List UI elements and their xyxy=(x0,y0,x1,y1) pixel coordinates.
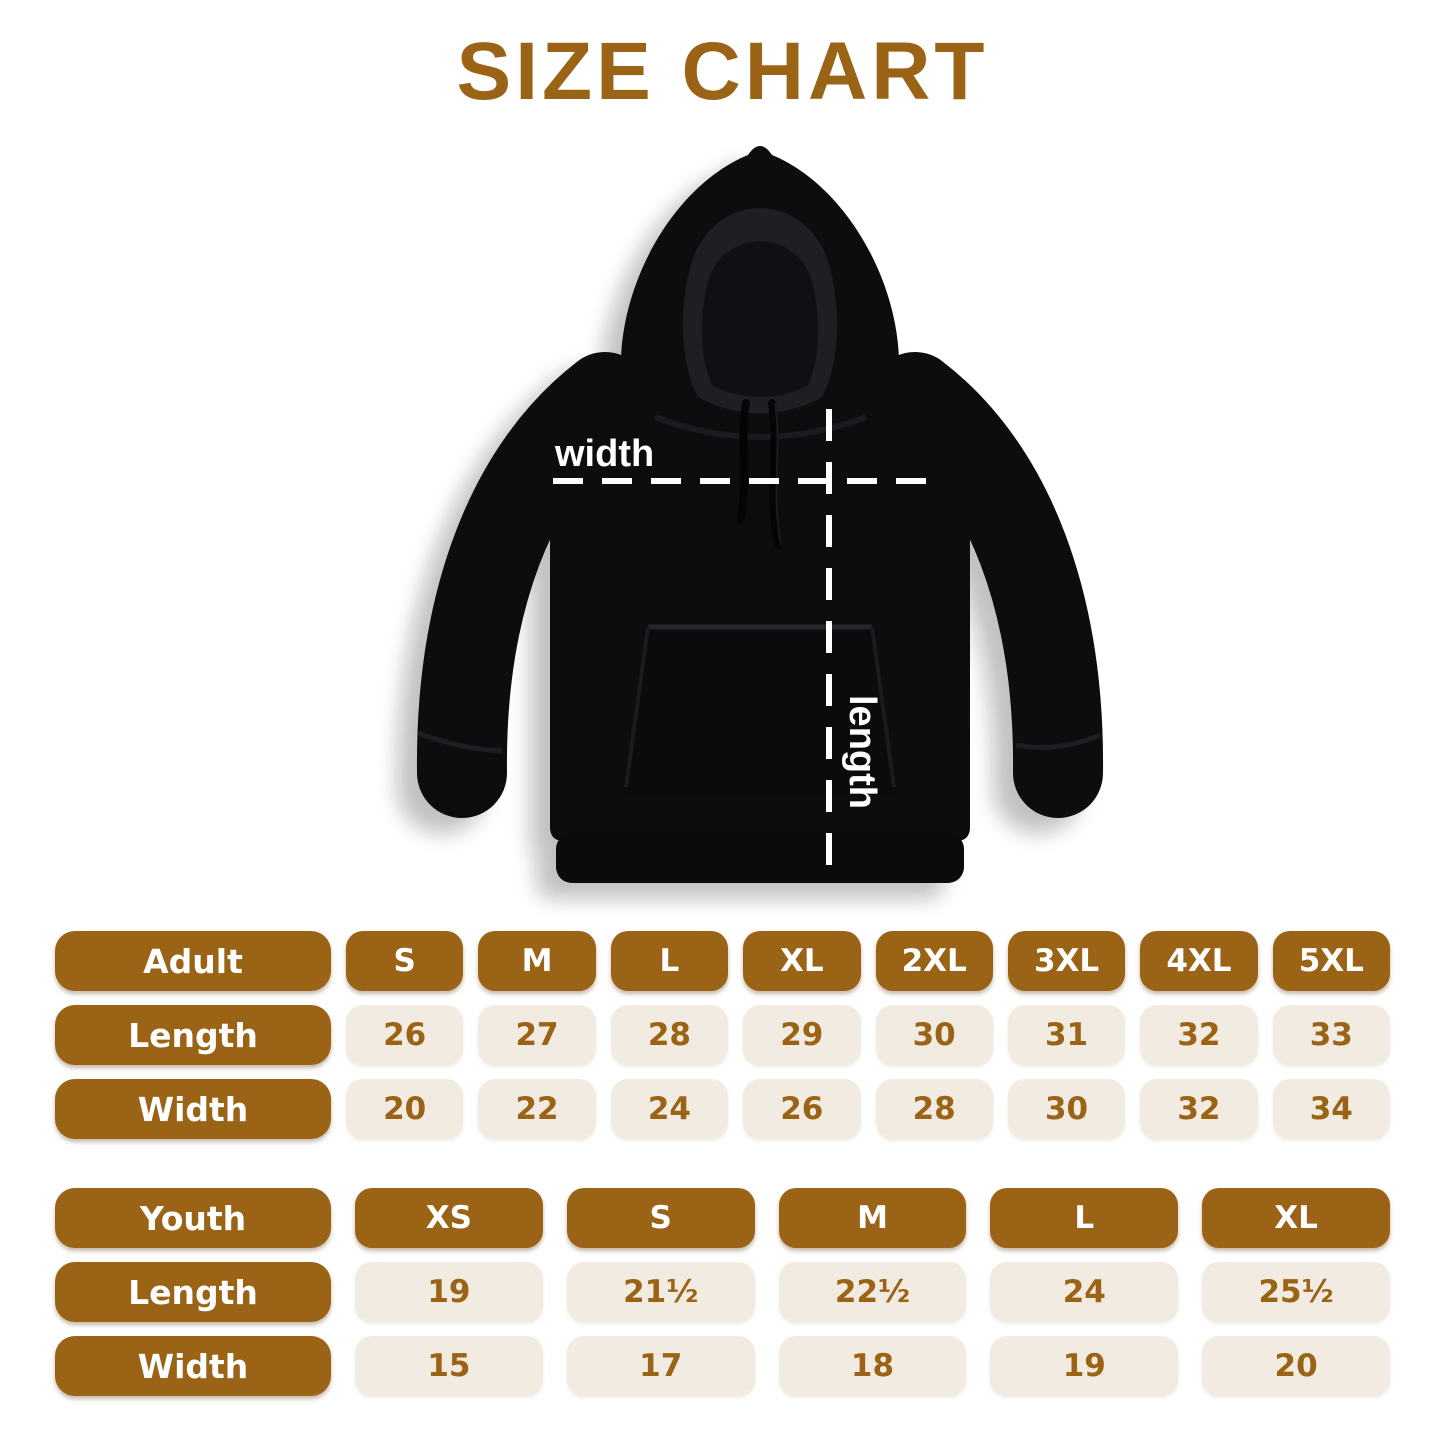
size-value-cell: 24 xyxy=(610,1079,729,1139)
left-cuff xyxy=(417,730,503,754)
drawstring-right xyxy=(768,399,782,549)
size-value-cell: 31 xyxy=(1007,1005,1126,1065)
size-header-pill: M xyxy=(778,1188,967,1248)
row-label-pill: Width xyxy=(55,1336,331,1396)
size-header-pill: M xyxy=(478,931,596,991)
row-label-pill: Length xyxy=(55,1262,331,1322)
size-value-cell: 18 xyxy=(778,1336,967,1396)
pocket-left-seam xyxy=(624,626,650,788)
drawstring-right-highlight xyxy=(774,402,782,546)
size-value-cell: 19 xyxy=(355,1262,543,1322)
right-cuff xyxy=(1015,732,1101,750)
size-value-cell: 20 xyxy=(1202,1336,1390,1396)
size-value-cell: 15 xyxy=(355,1336,543,1396)
size-header-pill: 5XL xyxy=(1272,931,1390,991)
size-value-cell: 27 xyxy=(478,1005,596,1065)
table-category-pill: Youth xyxy=(55,1188,331,1248)
size-header-pill: 2XL xyxy=(875,931,993,991)
neck-seam xyxy=(653,414,868,440)
size-value-cell: 22 xyxy=(478,1079,596,1139)
size-value-cell: 34 xyxy=(1272,1079,1390,1139)
size-header-pill: XS xyxy=(355,1188,543,1248)
length-label: length xyxy=(841,695,883,809)
size-header-pill: L xyxy=(610,931,729,991)
size-value-cell: 30 xyxy=(1007,1079,1126,1139)
row-label-pill: Width xyxy=(55,1079,331,1139)
size-value-cell: 25½ xyxy=(1202,1262,1390,1322)
drawstring-left xyxy=(737,399,750,524)
size-value-cell: 24 xyxy=(990,1262,1179,1322)
size-header-pill: XL xyxy=(1202,1188,1390,1248)
size-value-cell: 19 xyxy=(990,1336,1179,1396)
size-value-cell: 32 xyxy=(1140,1079,1258,1139)
size-header-pill: XL xyxy=(743,931,861,991)
size-value-cell: 32 xyxy=(1140,1005,1258,1065)
adult-size-table: Adult S M L XL 2XL 3XL 4XL 5XL Length 26 27 28 29 30 31… xyxy=(55,931,1390,1139)
hoodie-graphic: width length xyxy=(150,135,1295,950)
size-value-cell: 26 xyxy=(743,1079,861,1139)
size-header-pill: 4XL xyxy=(1140,931,1258,991)
size-value-cell: 29 xyxy=(743,1005,861,1065)
size-value-cell: 20 xyxy=(346,1079,464,1139)
page-title: SIZE CHART xyxy=(456,26,989,117)
size-header-pill: 3XL xyxy=(1007,931,1126,991)
size-value-cell: 26 xyxy=(346,1005,464,1065)
size-value-cell: 21½ xyxy=(566,1262,755,1322)
size-value-cell: 22½ xyxy=(778,1262,967,1322)
size-header-pill: S xyxy=(566,1188,755,1248)
size-header-pill: S xyxy=(346,931,464,991)
size-value-cell: 28 xyxy=(610,1005,729,1065)
row-label-pill: Length xyxy=(55,1005,331,1065)
size-value-cell: 28 xyxy=(875,1079,993,1139)
hood-opening-inner xyxy=(701,241,819,397)
size-value-cell: 17 xyxy=(566,1336,755,1396)
table-category-pill: Adult xyxy=(55,931,331,991)
hoodie-diagram: width length xyxy=(150,135,1295,950)
size-value-cell: 30 xyxy=(875,1005,993,1065)
pocket-right-seam xyxy=(870,626,896,788)
size-header-pill: L xyxy=(990,1188,1179,1248)
size-value-cell: 33 xyxy=(1272,1005,1390,1065)
youth-size-table: Youth XS S M L XL Length 19 21½ 22½ 24 25½ Width 15 17… xyxy=(55,1188,1390,1396)
width-label: width xyxy=(554,433,654,475)
